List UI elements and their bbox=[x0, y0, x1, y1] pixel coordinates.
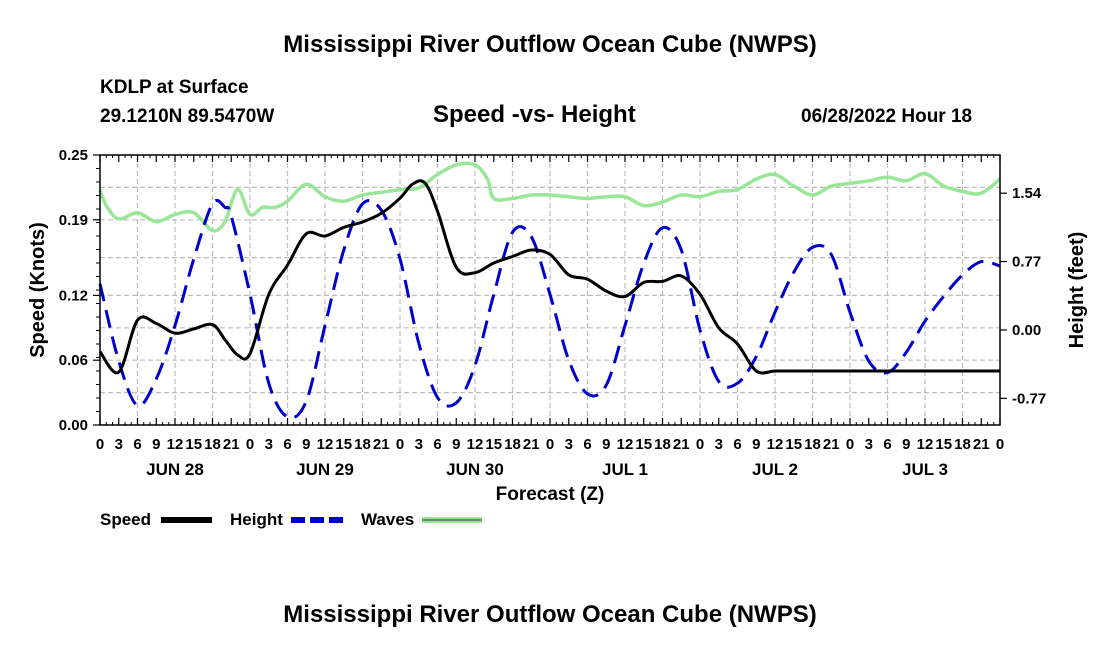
x-day-label: JUN 28 bbox=[146, 460, 204, 479]
x-tick-label: 0 bbox=[696, 436, 704, 453]
x-tick-label: 21 bbox=[523, 436, 540, 453]
x-day-label: JUL 3 bbox=[902, 460, 948, 479]
x-tick-label: 6 bbox=[433, 436, 441, 453]
page-title: Mississippi River Outflow Ocean Cube (NW… bbox=[283, 31, 817, 58]
x-tick-label: 12 bbox=[467, 436, 484, 453]
x-day-label: JUN 30 bbox=[446, 460, 504, 479]
y2-tick-label: 0.77 bbox=[1012, 254, 1041, 271]
x-tick-label: 6 bbox=[583, 436, 591, 453]
x-tick-label: 21 bbox=[223, 436, 240, 453]
x-tick-label: 0 bbox=[96, 436, 104, 453]
y-tick-label: 0.00 bbox=[59, 417, 88, 434]
y-tick-label: 0.19 bbox=[59, 212, 88, 229]
legend-label-waves: Waves bbox=[361, 510, 414, 529]
x-tick-label: 21 bbox=[673, 436, 690, 453]
x-tick-label: 6 bbox=[733, 436, 741, 453]
y-tick-label: 0.12 bbox=[59, 287, 88, 304]
x-tick-label: 12 bbox=[767, 436, 784, 453]
x-tick-label: 18 bbox=[204, 436, 221, 453]
y-axis-label: Speed (Knots) bbox=[27, 222, 49, 358]
legend-label-height: Height bbox=[230, 510, 283, 529]
x-tick-label: 3 bbox=[415, 436, 423, 453]
x-axis-label: Forecast (Z) bbox=[496, 484, 605, 505]
x-tick-label: 3 bbox=[865, 436, 873, 453]
x-tick-label: 6 bbox=[883, 436, 891, 453]
x-tick-label: 0 bbox=[396, 436, 404, 453]
x-tick-label: 0 bbox=[846, 436, 854, 453]
x-day-label: JUL 2 bbox=[752, 460, 798, 479]
x-tick-label: 9 bbox=[752, 436, 760, 453]
waves-series-line bbox=[98, 161, 1002, 233]
y-tick-label: 0.25 bbox=[59, 147, 88, 164]
y2-axis-label: Height (feet) bbox=[1066, 232, 1088, 349]
page-title-repeat: Mississippi River Outflow Ocean Cube (NW… bbox=[283, 601, 817, 628]
x-tick-label: 3 bbox=[715, 436, 723, 453]
x-tick-label: 12 bbox=[167, 436, 184, 453]
x-tick-label: 0 bbox=[546, 436, 554, 453]
x-tick-label: 3 bbox=[265, 436, 273, 453]
x-tick-label: 15 bbox=[485, 436, 502, 453]
x-tick-label: 12 bbox=[917, 436, 934, 453]
x-tick-label: 21 bbox=[973, 436, 990, 453]
x-tick-label: 18 bbox=[804, 436, 821, 453]
x-tick-label: 18 bbox=[954, 436, 971, 453]
axis-layer: 0 3 6 9 12 15 18 21 0 3 6 9 12 15 18 21 0 3 6 9 12 15 18 21 0 3 6 9… bbox=[59, 147, 1046, 479]
x-tick-label: 9 bbox=[902, 436, 910, 453]
x-tick-label: 18 bbox=[654, 436, 671, 453]
x-tick-label: 12 bbox=[617, 436, 634, 453]
x-tick-label: 15 bbox=[935, 436, 952, 453]
x-tick-label: 6 bbox=[133, 436, 141, 453]
coordinates-label: 29.1210N 89.5470W bbox=[100, 106, 275, 127]
y2-tick-label: 0.00 bbox=[1012, 322, 1041, 339]
x-tick-label: 15 bbox=[335, 436, 352, 453]
y2-tick-label: -0.77 bbox=[1012, 390, 1046, 407]
x-tick-label: 15 bbox=[185, 436, 202, 453]
x-tick-label: 18 bbox=[354, 436, 371, 453]
x-tick-label: 12 bbox=[317, 436, 334, 453]
height-series-line bbox=[98, 198, 1001, 420]
chart-title: Speed -vs- Height bbox=[433, 101, 636, 128]
series-layer bbox=[98, 161, 1002, 420]
y-tick-label: 0.06 bbox=[59, 352, 88, 369]
x-tick-label: 15 bbox=[785, 436, 802, 453]
x-tick-label: 15 bbox=[635, 436, 652, 453]
x-tick-label: 0 bbox=[246, 436, 254, 453]
x-tick-label: 9 bbox=[302, 436, 310, 453]
x-tick-label: 3 bbox=[565, 436, 573, 453]
x-tick-label: 9 bbox=[152, 436, 160, 453]
x-tick-label: 18 bbox=[504, 436, 521, 453]
station-label: KDLP at Surface bbox=[100, 77, 249, 98]
x-tick-label: 21 bbox=[373, 436, 390, 453]
x-day-label: JUL 1 bbox=[602, 460, 648, 479]
y2-tick-label: 1.54 bbox=[1012, 185, 1042, 202]
x-tick-label: 0 bbox=[996, 436, 1004, 453]
x-tick-label: 9 bbox=[602, 436, 610, 453]
forecast-date-label: 06/28/2022 Hour 18 bbox=[801, 106, 973, 127]
x-tick-label: 3 bbox=[115, 436, 123, 453]
legend: Speed Height Waves bbox=[100, 510, 482, 529]
speed-series-line bbox=[98, 179, 1000, 375]
x-tick-label: 6 bbox=[283, 436, 291, 453]
legend-label-speed: Speed bbox=[100, 510, 151, 529]
x-day-label: JUN 29 bbox=[296, 460, 354, 479]
x-tick-label: 21 bbox=[823, 436, 840, 453]
x-tick-label: 9 bbox=[452, 436, 460, 453]
